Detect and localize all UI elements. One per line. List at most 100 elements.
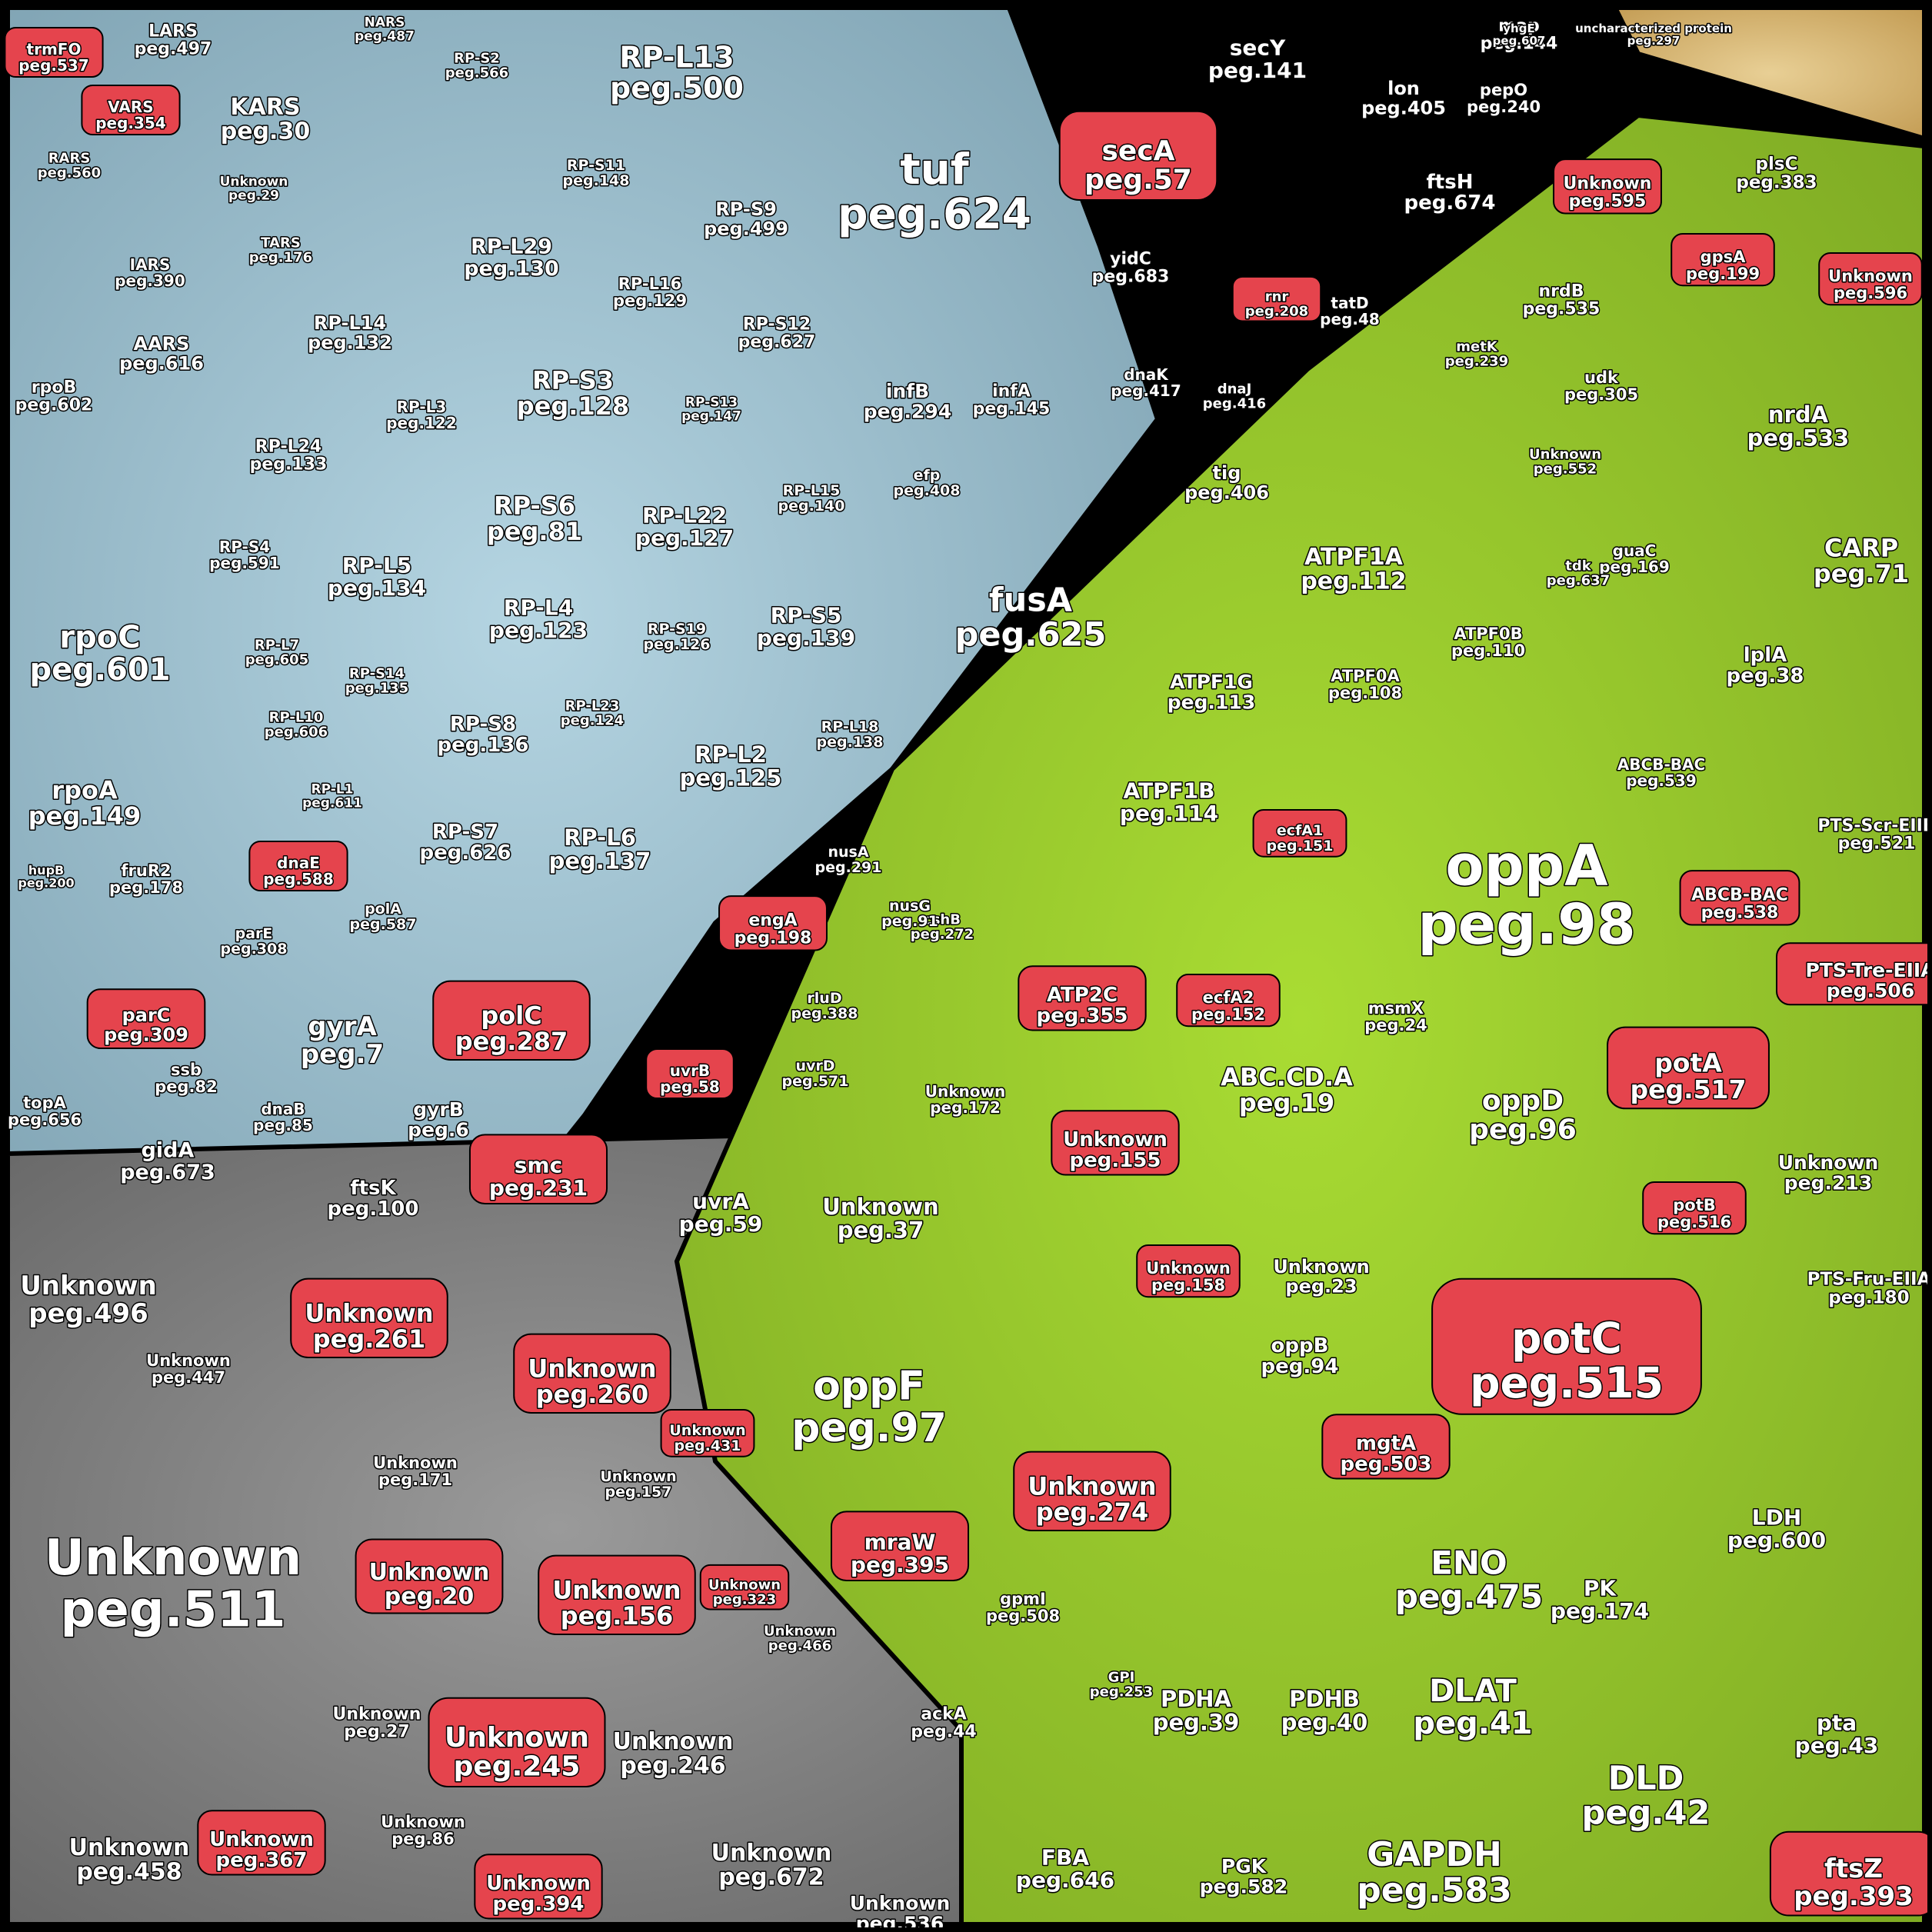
cell-highlight <box>1671 233 1775 287</box>
cell-id: peg.466 <box>768 1637 831 1654</box>
cell-label: PTS-Tre-EIIA peg.506 <box>1805 959 1932 1001</box>
cell-id: peg.394 <box>492 1893 584 1916</box>
cell-label: uvrB peg.58 <box>660 1061 720 1096</box>
cell-label: potA peg.517 <box>1630 1048 1746 1104</box>
cell-label: oppB peg.94 <box>1261 1334 1339 1378</box>
cell-name: Unknown <box>209 1828 314 1851</box>
cell-label: plsC peg.383 <box>1736 154 1817 192</box>
cell-name: potA <box>1654 1048 1722 1078</box>
cell-id: peg.144 <box>1481 35 1558 54</box>
cell-label: GAPDH peg.583 <box>1357 1835 1511 1910</box>
cell-name: RP-L29 <box>471 235 552 259</box>
cell-label: RP-S8 peg.136 <box>437 713 528 757</box>
cell-label: parE peg.308 <box>221 925 288 958</box>
cell-id: peg.27 <box>344 1723 409 1742</box>
cell-highlight <box>718 895 828 951</box>
cell-label: RP-S5 peg.139 <box>757 602 855 650</box>
cell-name: RP-S19 <box>648 621 706 638</box>
cell-name: Unknown <box>669 1422 745 1439</box>
cell-id: peg.503 <box>1340 1453 1431 1476</box>
cell-name: rnr <box>1265 288 1289 305</box>
cell-name: cshB <box>924 911 961 928</box>
cell-label: KARS peg.30 <box>221 94 310 145</box>
cell-id: peg.506 <box>1827 979 1914 1001</box>
cell-id: peg.134 <box>328 575 426 601</box>
cell-label: engA peg.198 <box>734 911 812 948</box>
cell-label: polC peg.287 <box>455 1001 568 1057</box>
cell-label: topA peg.656 <box>8 1094 82 1129</box>
cell-name: RP-S11 <box>567 157 625 174</box>
cell-id: peg.112 <box>1301 568 1406 595</box>
cell-name: rpoC <box>59 620 140 655</box>
cell-name: Unknown <box>45 1530 301 1587</box>
cell-name: tdk <box>1565 558 1591 574</box>
cell-highlight <box>290 1277 448 1358</box>
cell-id: peg.85 <box>253 1116 313 1134</box>
cell-name: PGK <box>1221 1855 1267 1877</box>
cell-name: potC <box>1511 1314 1622 1363</box>
cell-label: rpoA peg.149 <box>28 776 141 831</box>
cell-id: peg.7 <box>301 1039 384 1070</box>
cell-id: peg.100 <box>327 1198 418 1221</box>
cell-id: peg.511 <box>61 1581 286 1638</box>
cell-name: RP-L18 <box>821 718 879 735</box>
cell-id: peg.42 <box>1582 1794 1710 1833</box>
cell-id: peg.178 <box>109 878 183 897</box>
cell-label: udk peg.305 <box>1564 368 1638 404</box>
cell-label: Unknown peg.394 <box>486 1872 591 1916</box>
cell-label: RP-L3 peg.122 <box>386 398 457 432</box>
cell-name: dnaE <box>277 854 320 872</box>
cell-name: ABC.CD.A <box>1221 1063 1353 1092</box>
cell-name: PTS-Fru-EIIA <box>1807 1269 1931 1289</box>
cell-highlight <box>355 1538 504 1614</box>
cell-label: rnr peg.208 <box>1245 288 1308 319</box>
cell-label: pepO peg.240 <box>1467 81 1541 116</box>
cell-label: RP-L6 peg.137 <box>549 824 651 874</box>
cell-name: potB <box>1673 1196 1716 1214</box>
cell-id: peg.431 <box>675 1437 741 1454</box>
cell-label: RP-S4 peg.591 <box>209 538 280 572</box>
cell-id: peg.538 <box>1701 904 1779 923</box>
cell-label: RP-L5 peg.134 <box>328 552 426 600</box>
cell-name: GAPDH <box>1367 1835 1502 1874</box>
cell-label: RP-L15 peg.140 <box>778 482 845 515</box>
cell-label: dnaB peg.85 <box>253 1100 313 1134</box>
cell-name: uncharacterized protein <box>1575 22 1732 35</box>
cell-name: dnaJ <box>1217 381 1252 397</box>
cell-id: peg.199 <box>1686 265 1760 283</box>
cell-id: peg.571 <box>782 1073 849 1090</box>
cell-name: RP-L13 <box>619 40 734 74</box>
cell-name: gyrB <box>413 1098 464 1121</box>
cell-label: gyrA peg.7 <box>301 1011 384 1070</box>
cell-name: Unknown <box>822 1194 939 1220</box>
cell-id: peg.110 <box>1451 641 1525 660</box>
cell-label: oppD peg.96 <box>1469 1085 1577 1146</box>
cell-name: RP-L1 <box>311 782 354 798</box>
cell-id: peg.58 <box>660 1078 720 1096</box>
cell-name: oppD <box>1482 1085 1564 1117</box>
cell-label: nusA peg.291 <box>815 844 882 876</box>
cell-id: peg.596 <box>1834 284 1907 302</box>
cell-id: peg.19 <box>1239 1088 1334 1118</box>
cell-name: efp <box>914 467 941 484</box>
cell-name: RP-L5 <box>342 552 412 578</box>
cell-name: Unknown <box>925 1082 1005 1101</box>
cell-name: ATPF1G <box>1170 671 1253 693</box>
cell-name: nrdA <box>1768 401 1829 428</box>
cell-id: peg.582 <box>1200 1875 1287 1897</box>
cell-id: peg.135 <box>345 680 408 696</box>
cell-id: peg.626 <box>419 841 511 864</box>
cell-label: Unknown peg.274 <box>1028 1472 1156 1527</box>
cell-id: peg.261 <box>313 1324 425 1354</box>
cell-name: gpsA <box>1700 248 1747 266</box>
cell-label: RP-S12 peg.627 <box>738 315 816 352</box>
cell-name: Unknown <box>146 1351 231 1370</box>
cell-name: CARP <box>1824 534 1898 563</box>
cell-label: RP-L7 peg.605 <box>245 637 308 668</box>
cell-label: ABC.CD.A peg.19 <box>1221 1063 1353 1118</box>
cell-label: Unknown peg.158 <box>1146 1259 1231 1294</box>
cell-label: mraW peg.395 <box>851 1529 949 1577</box>
cell-name: Unknown <box>764 1623 836 1639</box>
